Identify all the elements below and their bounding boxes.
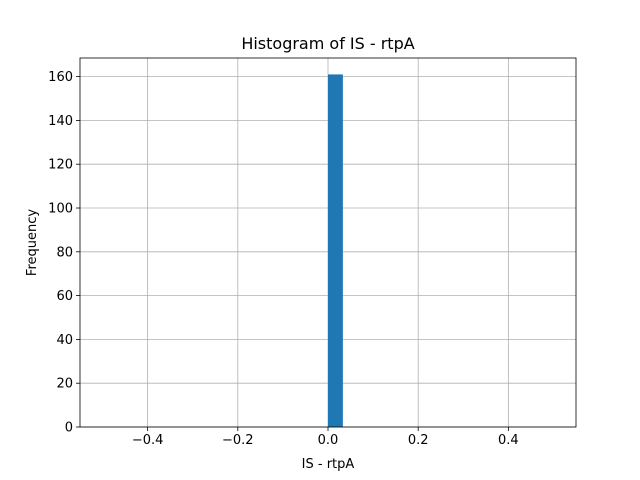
- y-tick-label-2: 40: [56, 333, 73, 348]
- x-tick-label-4: 0.4: [498, 433, 519, 448]
- y-tick-label-1: 20: [56, 377, 73, 392]
- y-tick-label-6: 120: [48, 158, 73, 173]
- x-axis-ticks: −0.4 −0.2 0.0 0.2 0.4: [132, 427, 519, 448]
- y-tick-label-5: 100: [48, 202, 73, 217]
- x-tick-label-2: 0.0: [318, 433, 339, 448]
- histogram-bar-0: [328, 74, 343, 428]
- x-tick-label-3: 0.2: [408, 433, 429, 448]
- histogram-bars: [328, 74, 343, 428]
- y-axis-ticks: 0 20 40 60 80 100 120 140 160: [48, 70, 80, 436]
- y-tick-label-3: 60: [56, 289, 73, 304]
- x-tick-label-1: −0.2: [222, 433, 254, 448]
- chart-title: Histogram of IS - rtpA: [241, 34, 414, 53]
- y-axis-label: Frequency: [25, 209, 40, 276]
- y-tick-label-8: 160: [48, 70, 73, 85]
- y-tick-label-0: 0: [65, 421, 73, 436]
- y-tick-label-7: 140: [48, 114, 73, 129]
- x-tick-label-0: −0.4: [132, 433, 164, 448]
- y-tick-label-4: 80: [56, 245, 73, 260]
- x-axis-label: IS - rtpA: [302, 457, 355, 472]
